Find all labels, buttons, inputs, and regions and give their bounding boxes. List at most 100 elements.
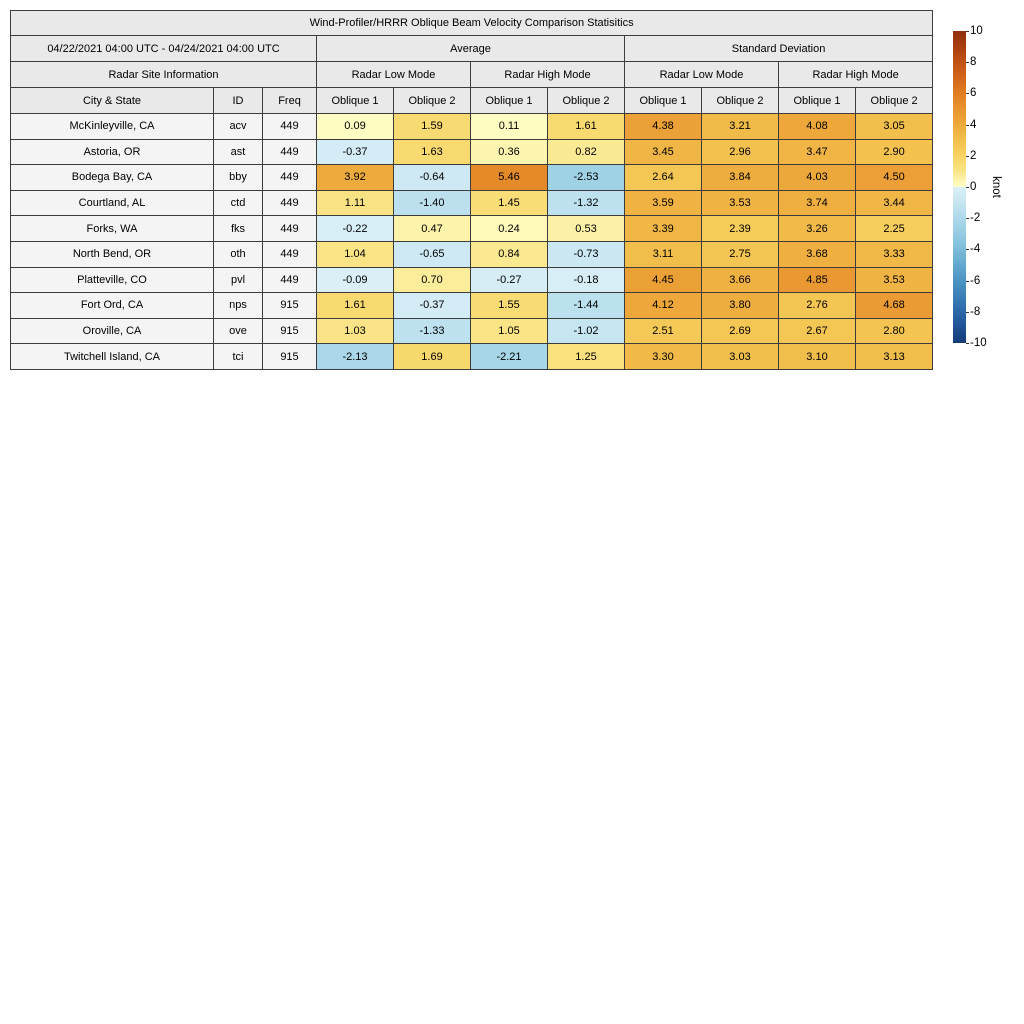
freq-cell: 449: [262, 164, 317, 191]
colorbar-axis-label: knot: [990, 176, 1002, 198]
value-cell: 0.36: [470, 138, 548, 166]
table-row: Twitchell Island, CA tci 915 -2.13 1.69 -2.21…: [10, 343, 934, 370]
value-cell: -0.37: [316, 138, 394, 166]
table-row: Astoria, OR ast 449 -0.37 1.63 0.36 0.82 3.45 2.…: [10, 138, 934, 166]
freq-cell: 449: [262, 240, 317, 268]
freq-cell: 915: [262, 317, 317, 345]
colorbar-tick-mark: [966, 218, 969, 220]
value-cell: 2.67: [778, 317, 856, 345]
table-row: Courtland, AL ctd 449 1.11 -1.40 1.45 -1.32 3.5…: [10, 189, 934, 217]
colorbar-tick-label: 8: [970, 56, 977, 69]
value-cell: 3.45: [624, 138, 702, 166]
value-cell: -2.21: [470, 343, 548, 370]
colorbar-tick-mark: [966, 124, 969, 126]
city-cell: Forks, WA: [10, 215, 214, 242]
freq-cell: 915: [262, 343, 317, 370]
value-cell: 4.45: [624, 266, 702, 294]
id-cell: ctd: [213, 189, 263, 217]
city-cell: Fort Ord, CA: [10, 292, 214, 319]
city-cell: Courtland, AL: [10, 189, 214, 217]
id-cell: bby: [213, 164, 263, 191]
value-cell: 1.69: [393, 343, 471, 370]
colorbar-tick-label: 6: [970, 87, 977, 100]
table-row: Fort Ord, CA nps 915 1.61 -0.37 1.55 -1.44 4.12…: [10, 292, 934, 319]
city-cell: Bodega Bay, CA: [10, 164, 214, 191]
value-cell: -2.13: [316, 343, 394, 370]
id-cell: ast: [213, 138, 263, 166]
colorbar-tick-mark: [966, 93, 969, 95]
value-cell: 0.82: [547, 138, 625, 166]
value-cell: 0.24: [470, 215, 548, 242]
col-header-oblique2-std-high: Oblique 2: [854, 87, 934, 114]
colorbar-tick-mark: [966, 343, 969, 344]
id-cell: acv: [213, 113, 263, 140]
value-cell: 4.50: [854, 164, 934, 191]
value-cell: -2.53: [547, 164, 625, 191]
freq-cell: 449: [262, 215, 317, 242]
col-header-oblique1-avg-low: Oblique 1: [316, 87, 394, 114]
city-cell: North Bend, OR: [10, 240, 214, 268]
col-header-oblique1-std-low: Oblique 1: [624, 87, 702, 114]
value-cell: 1.25: [547, 343, 625, 370]
value-cell: -0.64: [393, 164, 471, 191]
value-cell: 2.76: [778, 292, 856, 319]
value-cell: 1.11: [316, 189, 394, 217]
value-cell: -0.65: [393, 240, 471, 268]
value-cell: -1.32: [547, 189, 625, 217]
value-cell: -0.27: [470, 266, 548, 294]
value-cell: 1.45: [470, 189, 548, 217]
value-cell: 2.80: [854, 317, 934, 345]
value-cell: 3.39: [624, 215, 702, 242]
statistics-table: Wind-Profiler/HRRR Oblique Beam Velocity…: [9, 10, 934, 370]
group-header-std-dev: Standard Deviation: [623, 35, 934, 62]
value-cell: -1.02: [547, 317, 625, 345]
freq-cell: 449: [262, 138, 317, 166]
value-cell: 1.61: [316, 292, 394, 319]
value-cell: 0.47: [393, 215, 471, 242]
value-cell: 3.47: [778, 138, 856, 166]
value-cell: 4.12: [624, 292, 702, 319]
value-cell: 3.13: [854, 343, 934, 370]
column-header-row: City & State ID Freq Oblique 1 Oblique 2…: [10, 87, 934, 114]
col-header-id: ID: [213, 87, 263, 114]
value-cell: 0.09: [316, 113, 394, 140]
value-cell: 0.84: [470, 240, 548, 268]
col-header-oblique1-avg-high: Oblique 1: [470, 87, 548, 114]
colorbar-tick-label: -10: [970, 337, 987, 349]
city-cell: Platteville, CO: [10, 266, 214, 294]
value-cell: -0.37: [393, 292, 471, 319]
value-cell: 1.05: [470, 317, 548, 345]
value-cell: 5.46: [470, 164, 548, 191]
table-row: Forks, WA fks 449 -0.22 0.47 0.24 0.53 3.39 2.39…: [10, 215, 934, 242]
colorbar-tick-label: 0: [970, 181, 977, 193]
table-row: Platteville, CO pvl 449 -0.09 0.70 -0.27 -0.18…: [10, 266, 934, 294]
table-row: Bodega Bay, CA bby 449 3.92 -0.64 5.46 -2.53 2.…: [10, 164, 934, 191]
table-row: Oroville, CA ove 915 1.03 -1.33 1.05 -1.02 2.51…: [10, 317, 934, 345]
value-cell: -0.73: [547, 240, 625, 268]
id-cell: ove: [213, 317, 263, 345]
colorbar-tick-label: 10: [970, 25, 983, 37]
city-cell: Astoria, OR: [10, 138, 214, 166]
colorbar-tick-label: 4: [970, 118, 977, 131]
colorbar-tick-mark: [966, 187, 969, 188]
colorbar-tick-label: -8: [970, 305, 981, 318]
value-cell: 1.04: [316, 240, 394, 268]
value-cell: -0.22: [316, 215, 394, 242]
value-cell: 3.74: [778, 189, 856, 217]
col-header-freq: Freq: [262, 87, 317, 114]
colorbar-tick-mark: [966, 249, 969, 251]
value-cell: 3.53: [701, 189, 779, 217]
mode-header-row: Radar Site Information Radar Low Mode Ra…: [10, 61, 934, 88]
col-header-oblique2-avg-high: Oblique 2: [547, 87, 625, 114]
table-title-row: Wind-Profiler/HRRR Oblique Beam Velocity…: [9, 10, 934, 36]
value-cell: 3.53: [854, 266, 934, 294]
value-cell: 2.39: [701, 215, 779, 242]
value-cell: -1.40: [393, 189, 471, 217]
value-cell: 1.61: [547, 113, 625, 140]
value-cell: 3.11: [624, 240, 702, 268]
col-header-city-state: City & State: [10, 87, 214, 114]
value-cell: 3.44: [854, 189, 934, 217]
value-cell: 3.05: [854, 113, 934, 140]
value-cell: 3.59: [624, 189, 702, 217]
